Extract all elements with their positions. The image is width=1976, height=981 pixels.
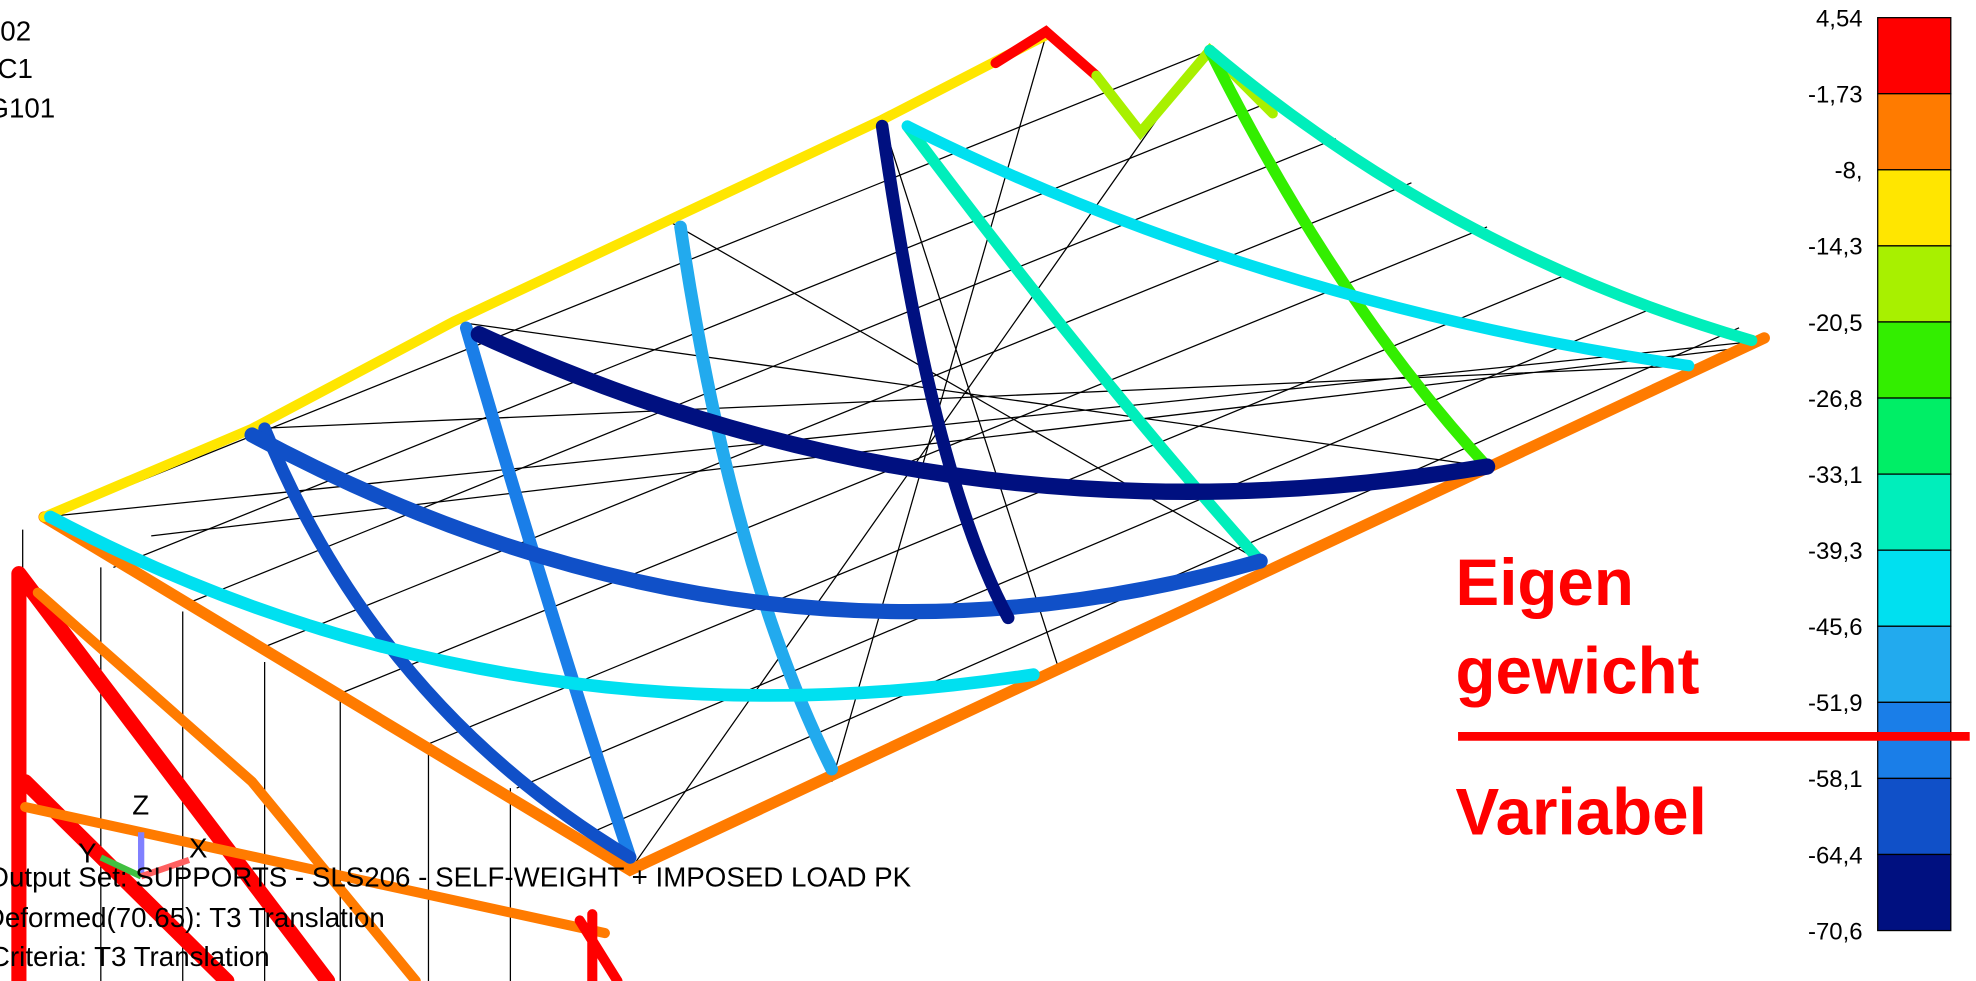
legend-label: -39,3 xyxy=(1808,538,1863,565)
structure xyxy=(11,25,1770,981)
annotation: gewicht xyxy=(1456,634,1700,707)
info-line: C1 xyxy=(0,53,33,84)
legend-swatch xyxy=(1877,17,1952,95)
axis-label: Z xyxy=(132,790,149,821)
axis-label: X xyxy=(189,832,207,863)
legend-label: -14,3 xyxy=(1808,234,1863,261)
legend-label: -1,73 xyxy=(1808,82,1863,109)
legend-swatch xyxy=(1877,473,1952,551)
legend: 4,54 -1,73 -8, -14,3 -20,5 -26,8 -33,1 -39,3 -45… xyxy=(1808,5,1952,945)
info-line: 902 xyxy=(0,15,31,46)
annotation: Variabel xyxy=(1456,776,1707,849)
info-line: Output Set: SUPPORTS - SLS206 - SELF-WEI… xyxy=(0,861,912,892)
legend-swatch xyxy=(1877,245,1952,323)
legend-label: -70,6 xyxy=(1808,918,1863,945)
annotation: Eigen xyxy=(1456,546,1634,619)
info-line: G101 xyxy=(0,92,55,123)
legend-label: -64,4 xyxy=(1808,842,1863,869)
legend-label: -8, xyxy=(1835,158,1863,185)
legend-label: -51,9 xyxy=(1808,690,1863,717)
info-line: Criteria: T3 Translation xyxy=(0,941,270,972)
legend-label: -26,8 xyxy=(1808,386,1863,413)
info-line: Deformed(70.65): T3 Translation xyxy=(0,902,385,933)
legend-swatch xyxy=(1877,853,1952,932)
legend-swatch xyxy=(1877,777,1952,856)
legend-label: -33,1 xyxy=(1808,462,1863,489)
axis-label: Y xyxy=(78,837,96,868)
legend-label: -45,6 xyxy=(1808,614,1863,641)
legend-swatch xyxy=(1877,397,1952,475)
legend-label: 4,54 xyxy=(1816,5,1863,32)
legend-swatch xyxy=(1877,93,1952,171)
legend-swatch xyxy=(1877,549,1952,627)
legend-swatch xyxy=(1877,321,1952,399)
legend-swatch xyxy=(1877,169,1952,247)
legend-swatch xyxy=(1877,625,1952,703)
legend-label: -20,5 xyxy=(1808,310,1863,337)
x-arrow xyxy=(140,856,191,880)
y-arrow xyxy=(99,854,143,880)
legend-label: -58,1 xyxy=(1808,766,1863,793)
